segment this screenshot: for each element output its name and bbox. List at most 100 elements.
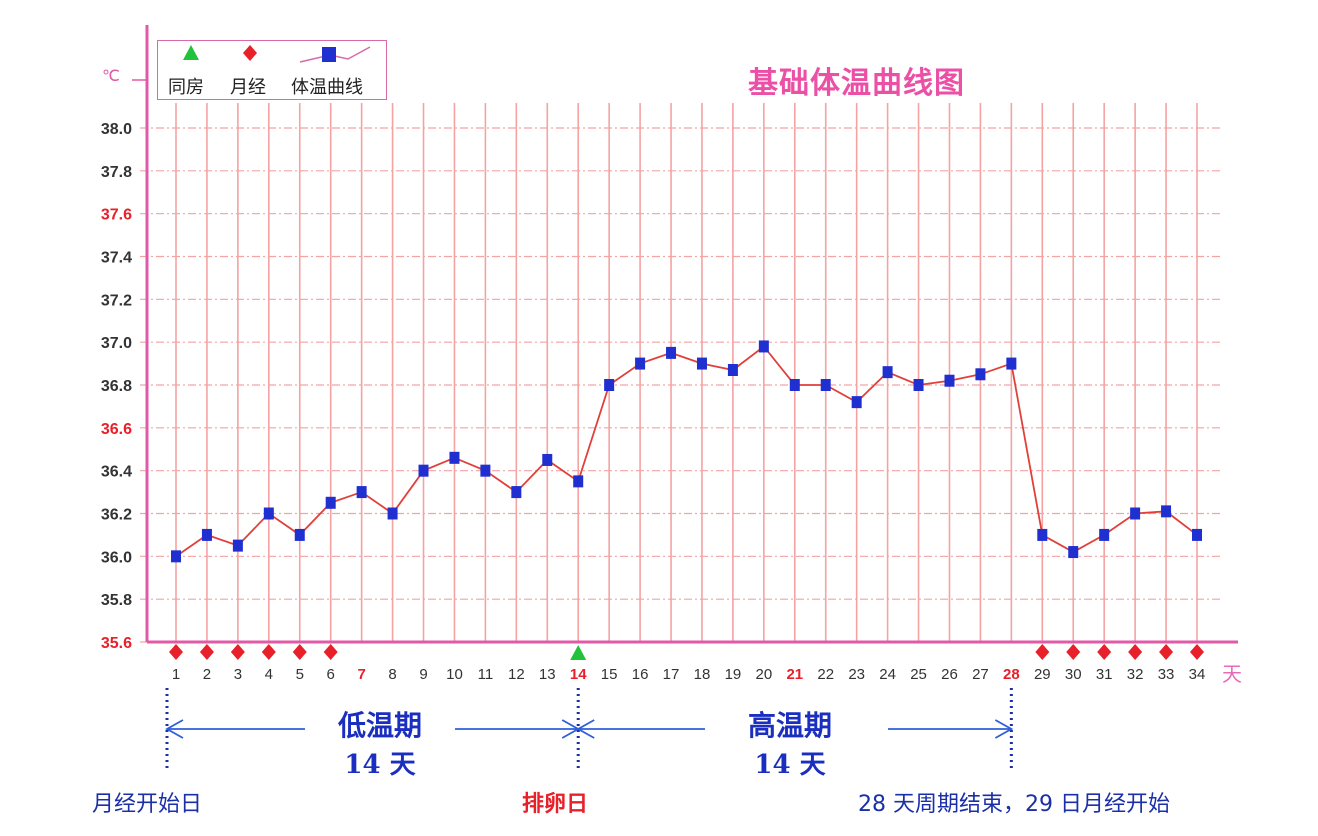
- y-axis-labels: 35.6 35.8 36.0 36.2 36.4 36.6 36.8 37.0 37.2 37.4…: [101, 121, 132, 652]
- data-point: [1099, 528, 1110, 541]
- x-tick-label: 28: [1003, 666, 1020, 683]
- x-tick-label: 21: [786, 666, 803, 683]
- y-tick-label: 38.0: [101, 121, 132, 138]
- menstruation-marker-icon: [1035, 644, 1050, 660]
- data-point: [263, 507, 274, 520]
- x-tick-label: 24: [879, 666, 896, 683]
- red-diamond-icon: [243, 45, 257, 61]
- y-tick-label: 36.8: [101, 378, 132, 395]
- data-point: [542, 453, 553, 466]
- x-tick-label: 10: [446, 666, 463, 683]
- data-point: [820, 379, 831, 391]
- data-point: [666, 346, 677, 359]
- x-tick-label: 13: [539, 666, 556, 683]
- legend: 同房 月经 体温曲线: [157, 40, 387, 100]
- data-point: [1068, 546, 1079, 559]
- y-tick-label: 36.0: [101, 549, 132, 566]
- x-tick-label: 7: [357, 666, 365, 683]
- legend-label-intercourse: 同房: [168, 77, 204, 98]
- x-tick-label: 8: [388, 666, 396, 683]
- y-tick-label: 37.4: [101, 250, 132, 267]
- y-tick-label: 37.2: [101, 292, 132, 309]
- x-tick-label: 29: [1034, 666, 1051, 683]
- intercourse-marker-icon: [570, 645, 587, 660]
- data-point: [944, 374, 955, 387]
- x-tick-label: 26: [941, 666, 958, 683]
- x-tick-label: 1: [172, 666, 180, 683]
- data-point: [696, 357, 707, 370]
- legend-label-menstruation: 月经: [230, 77, 266, 98]
- x-tick-label: 6: [327, 666, 335, 683]
- high-temp-phase: 高温期 14 天: [720, 704, 860, 781]
- y-tick-label: 36.4: [101, 464, 132, 481]
- menstruation-marker-icon: [261, 644, 276, 660]
- grid: [140, 103, 1222, 643]
- menstruation-marker-icon: [199, 644, 214, 660]
- x-unit-label: 天: [1222, 662, 1242, 686]
- data-point: [913, 379, 924, 391]
- menstruation-marker-icon: [1159, 644, 1174, 660]
- legend-label-temperature: 体温曲线: [291, 77, 363, 98]
- data-point: [325, 496, 336, 509]
- x-tick-label: 17: [663, 666, 680, 683]
- temperature-series: [171, 340, 1202, 563]
- cycle-end-note: 28 天周期结束，29 日月经开始: [858, 792, 1170, 817]
- event-markers: [169, 644, 1204, 660]
- data-point: [418, 464, 429, 477]
- y-unit-label: ℃: [102, 68, 120, 85]
- data-point: [573, 475, 584, 488]
- y-tick-label: 37.0: [101, 335, 132, 352]
- menstruation-marker-icon: [1097, 644, 1112, 660]
- data-point: [201, 528, 212, 541]
- data-point: [604, 379, 615, 391]
- x-tick-label: 23: [848, 666, 865, 683]
- x-tick-label: 30: [1065, 666, 1082, 683]
- menstruation-marker-icon: [323, 644, 338, 660]
- low-temp-phase: 低温期 14 天: [310, 704, 450, 781]
- data-point: [1192, 528, 1202, 541]
- data-point: [1037, 528, 1048, 541]
- low-phase-days: 14 天: [344, 750, 416, 780]
- menstruation-marker-icon: [1128, 644, 1143, 660]
- y-tick-label: 37.8: [101, 164, 132, 181]
- x-tick-label: 34: [1189, 666, 1206, 683]
- x-tick-label: 31: [1096, 666, 1113, 683]
- data-point: [480, 464, 491, 477]
- data-point: [851, 396, 862, 409]
- menstruation-marker-icon: [1190, 644, 1204, 660]
- data-point: [1130, 507, 1141, 520]
- period-start-note: 月经开始日: [92, 792, 203, 817]
- data-point: [789, 379, 800, 391]
- data-point: [727, 364, 738, 377]
- x-tick-label: 20: [756, 666, 773, 683]
- x-tick-label: 22: [817, 666, 834, 683]
- x-tick-label: 16: [632, 666, 649, 683]
- menstruation-marker-icon: [169, 644, 183, 660]
- x-axis-labels: 1 2 3 4 5 6 7 8 9 10 11 12 13 14 15 16 17 18 19 20 21 22 23 24 2…: [172, 666, 1206, 683]
- x-tick-label: 19: [725, 666, 742, 683]
- data-point: [975, 368, 986, 381]
- data-point: [635, 357, 646, 370]
- data-point: [1161, 505, 1172, 518]
- x-tick-label: 18: [694, 666, 711, 683]
- x-tick-label: 14: [570, 666, 587, 683]
- low-phase-name: 低温期: [337, 709, 422, 742]
- phase-lines: [165, 688, 1014, 768]
- x-tick-label: 12: [508, 666, 525, 683]
- x-tick-label: 5: [296, 666, 304, 683]
- x-tick-label: 2: [203, 666, 211, 683]
- y-tick-label: 36.2: [101, 507, 132, 524]
- menstruation-marker-icon: [230, 644, 245, 660]
- ovulation-day-note: 排卵日: [522, 792, 589, 817]
- data-point: [387, 507, 398, 520]
- data-point: [758, 340, 769, 353]
- high-phase-name: 高温期: [747, 709, 832, 742]
- y-tick-label: 37.6: [101, 207, 132, 224]
- x-tick-label: 9: [419, 666, 427, 683]
- data-point: [511, 486, 522, 499]
- data-point: [1006, 357, 1017, 370]
- green-triangle-icon: [183, 45, 199, 60]
- high-phase-days: 14 天: [754, 750, 826, 780]
- blue-square-line-icon: [299, 46, 371, 63]
